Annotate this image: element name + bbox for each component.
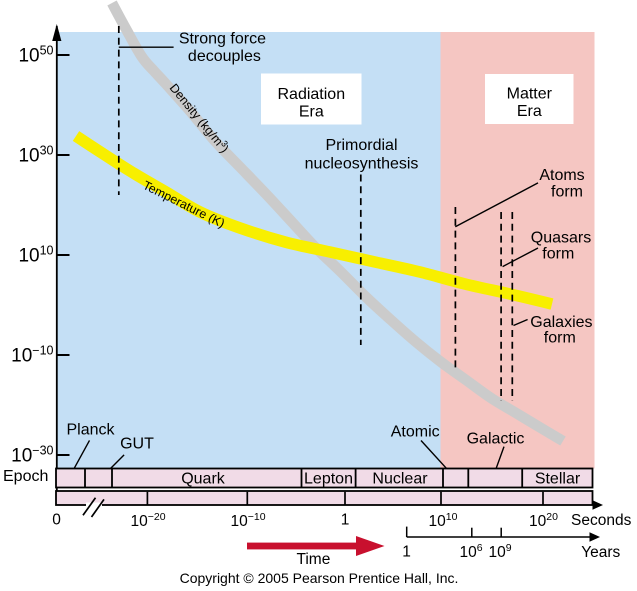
svg-text:Matter: Matter (507, 86, 553, 103)
svg-text:Epoch: Epoch (3, 468, 48, 485)
svg-text:GUT: GUT (120, 436, 154, 453)
svg-text:Quark: Quark (181, 471, 226, 488)
svg-text:Lepton: Lepton (304, 471, 353, 488)
svg-text:form: form (544, 330, 576, 347)
svg-text:Copyright © 2005 Pearson Prent: Copyright © 2005 Pearson Prentice Hall, … (180, 570, 459, 586)
svg-text:1: 1 (402, 544, 411, 561)
svg-text:Years: Years (581, 544, 620, 561)
svg-text:Atomic: Atomic (391, 424, 440, 441)
svg-text:Galaxies: Galaxies (530, 314, 592, 331)
svg-text:nucleosynthesis: nucleosynthesis (305, 155, 419, 172)
svg-text:0: 0 (52, 512, 61, 529)
svg-text:Primordial: Primordial (325, 137, 397, 154)
svg-text:Seconds: Seconds (571, 512, 632, 529)
svg-text:Radiation: Radiation (277, 86, 345, 103)
svg-text:form: form (551, 183, 583, 200)
svg-text:form: form (542, 245, 574, 262)
svg-text:Stellar: Stellar (535, 471, 581, 488)
svg-text:Atoms: Atoms (539, 167, 584, 184)
svg-text:1: 1 (341, 512, 350, 529)
svg-text:decouples: decouples (188, 48, 261, 65)
svg-text:Strong force: Strong force (179, 31, 266, 48)
svg-text:Time: Time (296, 551, 330, 568)
svg-text:Era: Era (517, 103, 542, 120)
svg-text:Nuclear: Nuclear (372, 471, 428, 488)
svg-text:Quasars: Quasars (531, 229, 591, 246)
svg-text:Galactic: Galactic (467, 431, 525, 448)
svg-text:Planck: Planck (66, 422, 115, 439)
svg-text:Era: Era (299, 104, 324, 121)
